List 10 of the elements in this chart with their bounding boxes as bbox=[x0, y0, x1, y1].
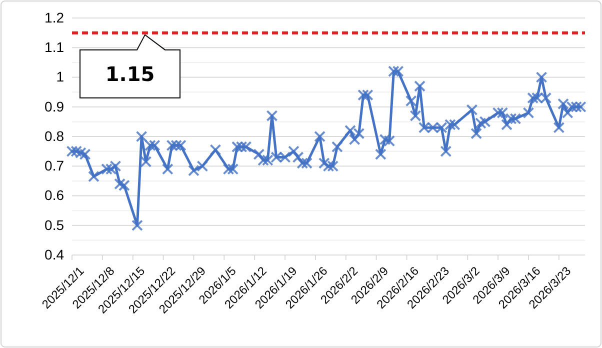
y-tick-label: 0.9 bbox=[44, 98, 64, 114]
y-tick-label: 0.5 bbox=[44, 216, 64, 233]
y-tick-label: 0.4 bbox=[44, 246, 64, 262]
y-tick-label: 1.1 bbox=[44, 39, 64, 56]
y-tick-label: 1 bbox=[56, 68, 64, 85]
y-tick-label: 0.8 bbox=[44, 128, 64, 144]
y-tick-label: 0.6 bbox=[44, 187, 64, 204]
ref-line-label: 1.15 bbox=[105, 62, 155, 86]
y-tick-label: 1.2 bbox=[44, 9, 64, 26]
y-tick-label: 0.7 bbox=[44, 158, 64, 174]
